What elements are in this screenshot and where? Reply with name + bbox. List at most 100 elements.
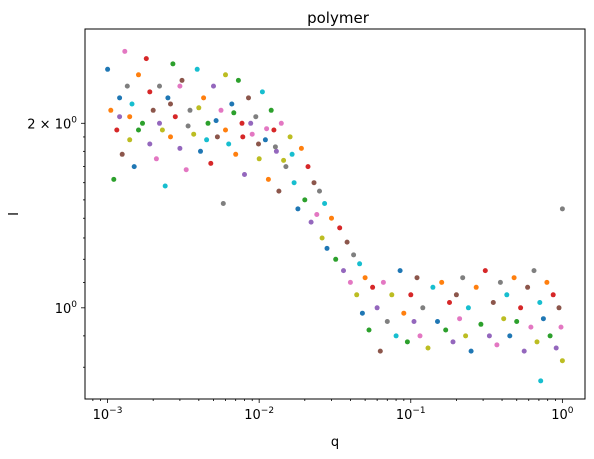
data-point	[453, 292, 459, 298]
data-point	[468, 348, 474, 354]
data-point	[540, 316, 546, 322]
data-point	[443, 327, 449, 333]
data-point	[273, 148, 279, 154]
data-point	[308, 219, 314, 225]
x-axis-label: q	[331, 435, 339, 450]
data-point	[157, 83, 162, 89]
data-point	[351, 252, 357, 258]
x-tick-label-base: 10	[396, 408, 413, 423]
y-tick-label-exp: 0	[71, 300, 77, 310]
data-point	[140, 120, 145, 126]
data-point	[333, 256, 339, 262]
data-point	[366, 327, 372, 333]
points-layer	[105, 48, 565, 384]
data-point	[384, 319, 390, 324]
data-point	[370, 284, 376, 290]
data-point	[311, 180, 317, 186]
data-point	[256, 141, 261, 147]
x-tick-label: 10−3	[93, 406, 123, 423]
data-point	[205, 120, 211, 126]
data-point	[272, 144, 278, 150]
data-point	[439, 279, 445, 285]
data-point	[341, 268, 346, 274]
data-point	[556, 305, 562, 311]
x-tick-label-base: 10	[244, 408, 261, 423]
data-point	[414, 275, 420, 281]
data-point	[117, 95, 123, 101]
x-tick-label: 10−2	[244, 406, 274, 423]
data-point	[136, 72, 141, 78]
data-point	[329, 215, 334, 221]
data-point	[534, 339, 540, 345]
data-point	[191, 131, 197, 137]
data-point	[518, 305, 524, 311]
data-point	[558, 324, 564, 330]
data-point	[425, 345, 431, 351]
data-point	[235, 77, 241, 83]
data-point	[278, 120, 284, 126]
data-point	[168, 134, 173, 140]
data-point	[136, 127, 141, 133]
y-tick-label-base: 2 × 10	[27, 117, 71, 132]
data-point	[553, 345, 559, 351]
data-point	[271, 127, 277, 133]
data-point	[478, 321, 484, 327]
data-point	[397, 268, 403, 274]
x-tick-label-base: 10	[93, 408, 110, 423]
data-point	[208, 160, 214, 166]
data-point	[170, 61, 176, 67]
data-point	[521, 348, 527, 354]
data-point	[528, 324, 534, 330]
data-point	[127, 114, 133, 120]
data-point	[122, 48, 128, 54]
data-point	[411, 319, 417, 324]
data-point	[357, 261, 363, 267]
data-point	[537, 300, 543, 305]
x-tick-label-exp: −2	[261, 406, 274, 416]
data-point	[380, 279, 386, 285]
data-point	[129, 101, 135, 107]
data-point	[117, 114, 123, 120]
data-point	[211, 83, 216, 89]
data-point	[511, 275, 517, 281]
data-point	[544, 279, 550, 285]
data-point	[177, 83, 183, 89]
data-point	[494, 342, 500, 348]
data-point	[559, 358, 565, 364]
data-point	[194, 66, 200, 72]
data-point	[362, 275, 368, 281]
data-point	[359, 310, 365, 316]
data-point	[305, 164, 311, 170]
data-point	[497, 279, 503, 285]
x-tick-label-base: 10	[551, 408, 568, 423]
data-point	[559, 206, 565, 212]
data-point	[324, 245, 330, 251]
x-tick-label-exp: 0	[568, 406, 574, 416]
x-tick-label: 100	[551, 406, 574, 423]
data-point	[420, 305, 426, 311]
data-point	[354, 292, 360, 298]
data-point	[281, 157, 287, 163]
x-tick-label-exp: −3	[109, 406, 122, 416]
data-point	[240, 134, 246, 140]
data-point	[233, 151, 239, 157]
data-point	[239, 120, 245, 126]
data-point	[162, 183, 168, 189]
data-point	[401, 310, 407, 316]
data-point	[319, 235, 325, 241]
data-point	[105, 66, 111, 72]
data-point	[457, 316, 463, 322]
data-point	[226, 141, 232, 147]
data-point	[265, 176, 271, 182]
y-tick-label-exp: 0	[71, 115, 77, 125]
data-point	[119, 151, 125, 157]
data-point	[153, 156, 159, 162]
data-point	[473, 284, 479, 290]
data-point	[185, 123, 191, 129]
data-point	[490, 300, 496, 305]
data-point	[507, 333, 513, 339]
data-point	[246, 95, 251, 101]
data-point	[337, 225, 343, 231]
data-point	[322, 201, 328, 206]
